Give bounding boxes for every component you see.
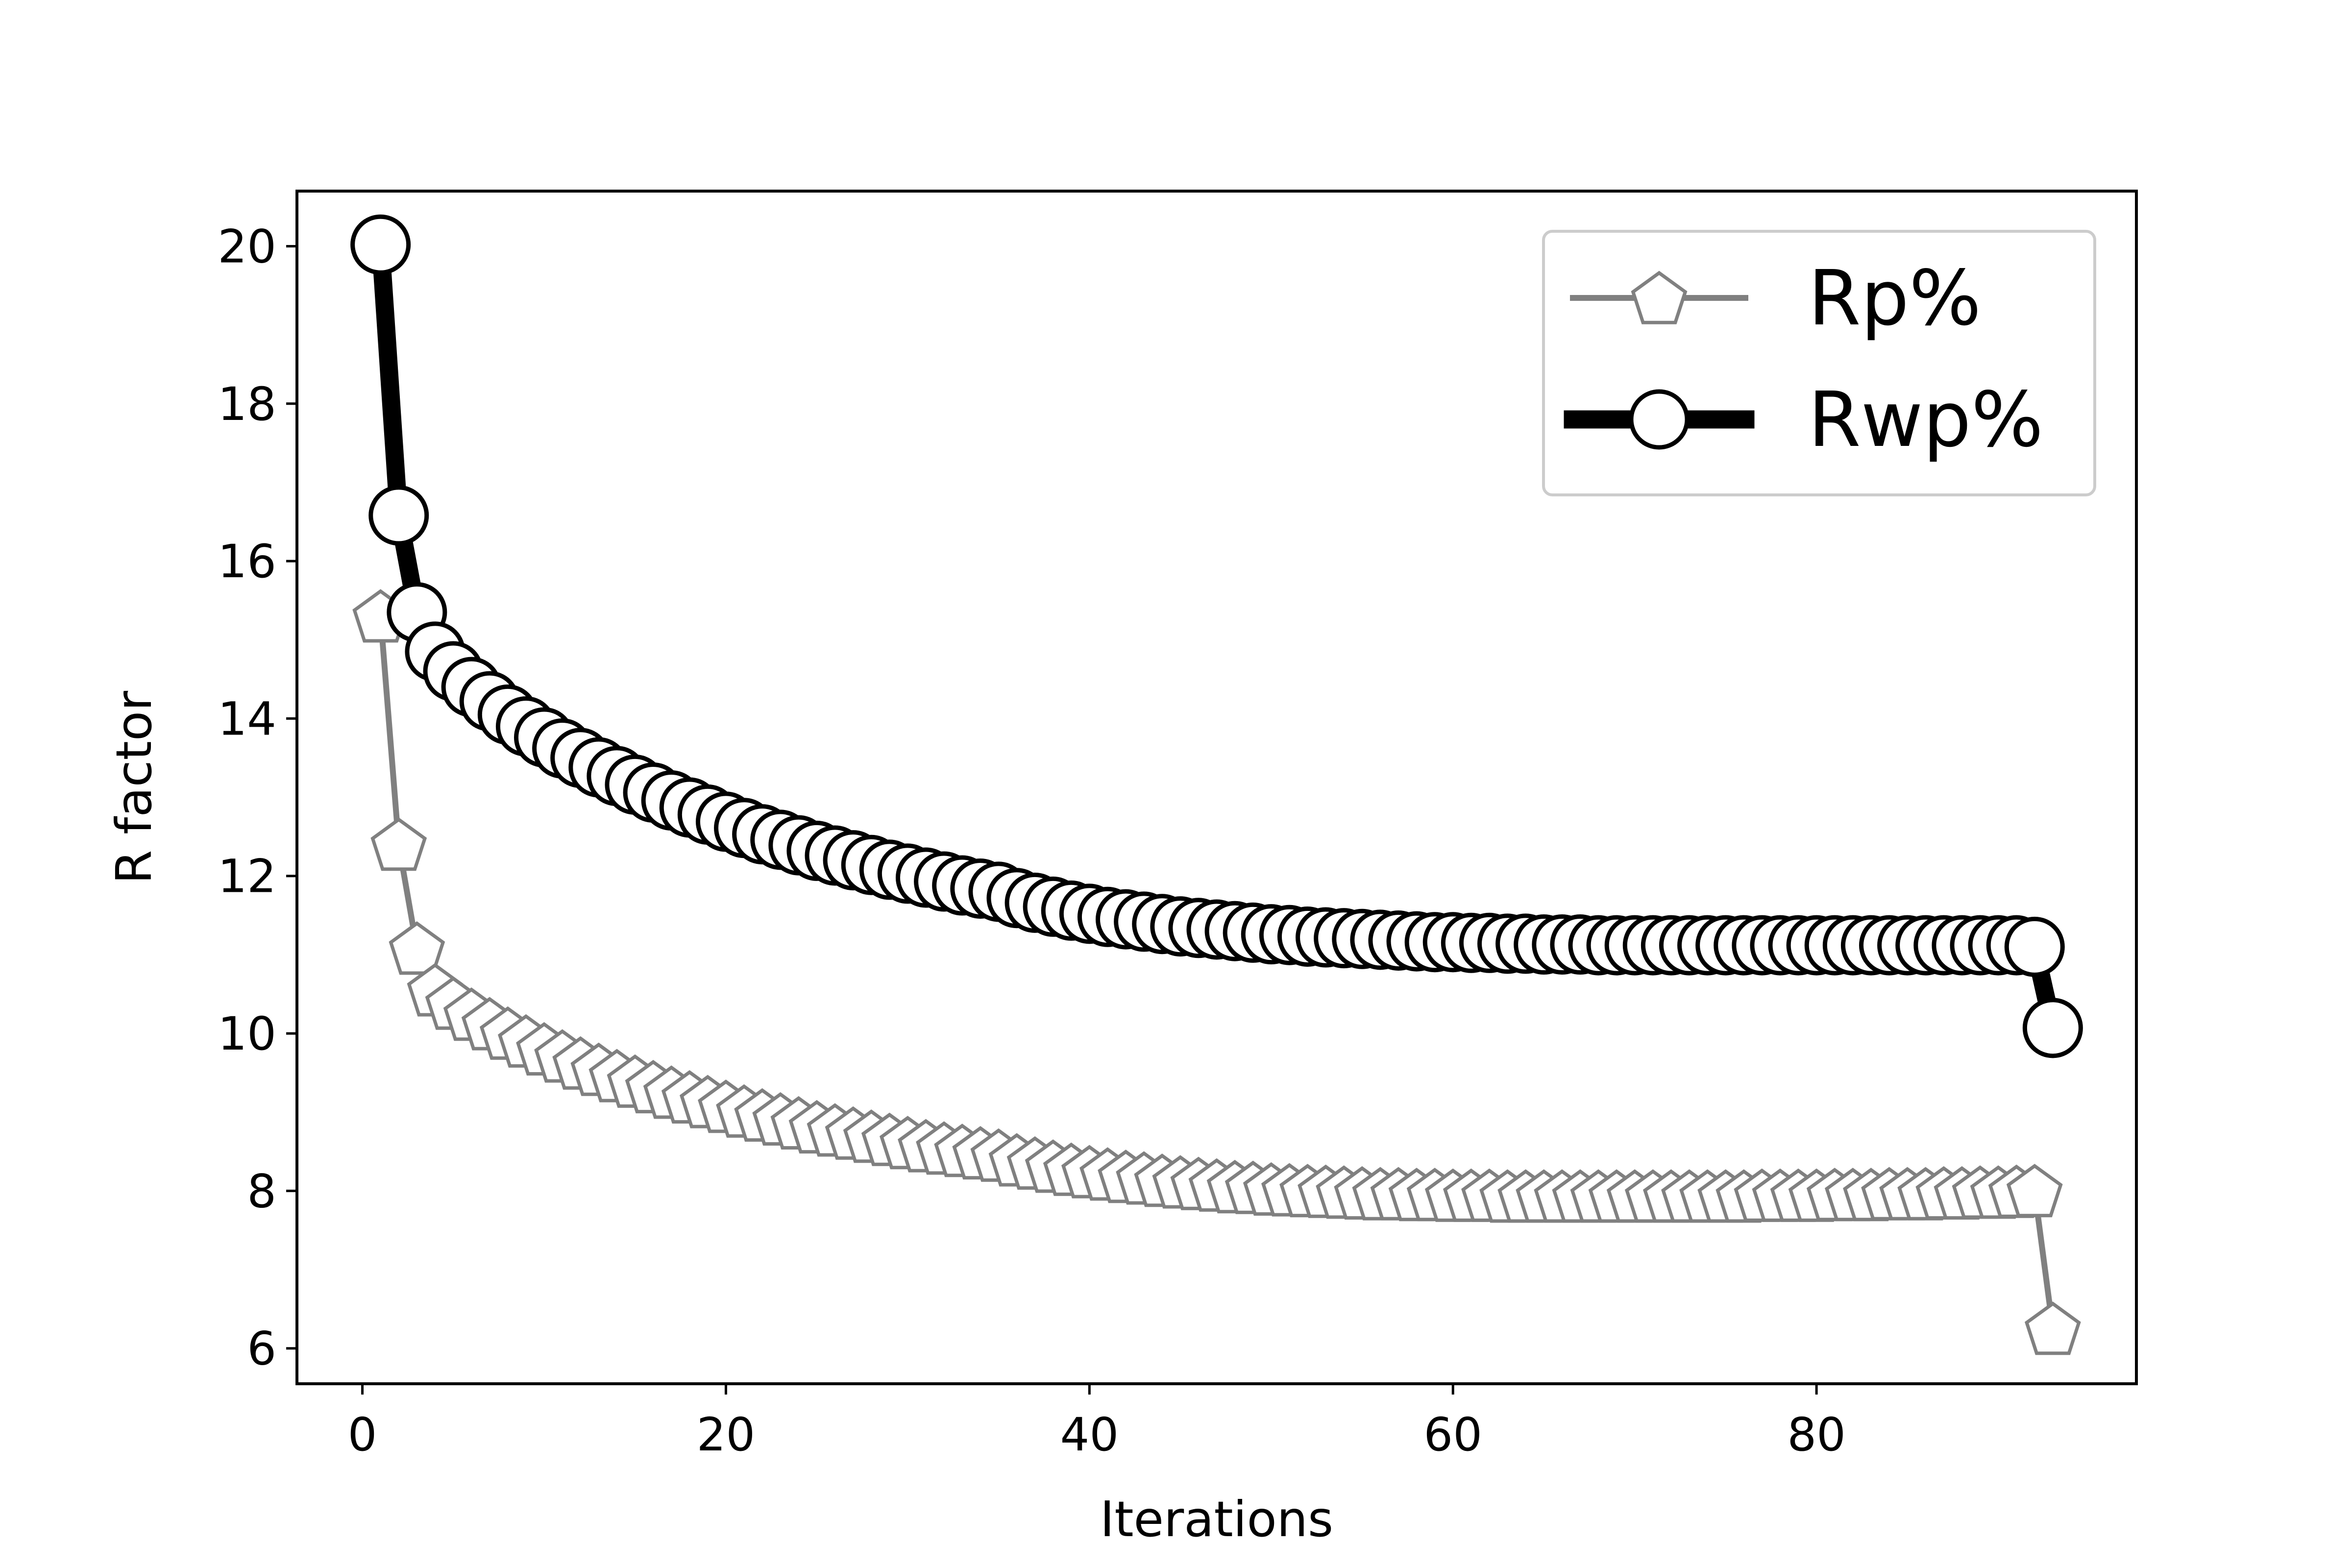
legend-marker-rp: [1631, 270, 1688, 324]
y-tick-label: 8: [247, 1165, 276, 1218]
data-point: [2006, 1164, 2063, 1218]
x-axis-ticks: 0 20 40 60 80: [348, 1384, 1846, 1462]
data-point: [2024, 1301, 2081, 1355]
x-tick-label: 40: [1060, 1408, 1119, 1462]
legend-entry-rwp: Rwp%: [1564, 375, 2043, 464]
y-tick-label: 10: [218, 1007, 276, 1061]
y-tick-label: 12: [218, 850, 276, 904]
y-tick-label: 16: [218, 535, 276, 588]
series-rwp: [350, 214, 2083, 1058]
x-tick-label: 60: [1423, 1408, 1482, 1462]
y-tick-label: 20: [218, 220, 276, 273]
y-axis-ticks: 6 8 10 12 14 16 18 20: [218, 220, 297, 1376]
data-point: [389, 921, 445, 975]
x-tick-label: 80: [1787, 1408, 1846, 1462]
y-tick-label: 14: [218, 692, 276, 746]
pentagon-marker: [1631, 270, 1688, 324]
x-axis-label: Iterations: [1100, 1491, 1333, 1548]
y-tick-label: 18: [218, 378, 276, 431]
legend: Rp% Rwp%: [1542, 230, 2096, 496]
data-point: [368, 485, 429, 546]
x-tick-label: 20: [697, 1408, 756, 1462]
legend-label-rp: Rp%: [1808, 254, 1981, 343]
data-point: [2022, 998, 2083, 1058]
legend-marker-rwp: [1629, 389, 1690, 450]
data-point: [350, 214, 411, 275]
series-layer: [350, 214, 2083, 1355]
legend-entry-rp: Rp%: [1570, 254, 1981, 343]
y-axis-label: R factor: [105, 690, 163, 884]
data-point: [370, 817, 427, 871]
circle-marker: [1629, 389, 1690, 450]
y-tick-label: 6: [247, 1323, 276, 1376]
series-rp: [352, 589, 2081, 1355]
x-tick-label: 0: [348, 1408, 377, 1462]
legend-label-rwp: Rwp%: [1808, 375, 2043, 464]
data-point: [2004, 916, 2065, 977]
plot-frame: [295, 190, 2138, 1385]
